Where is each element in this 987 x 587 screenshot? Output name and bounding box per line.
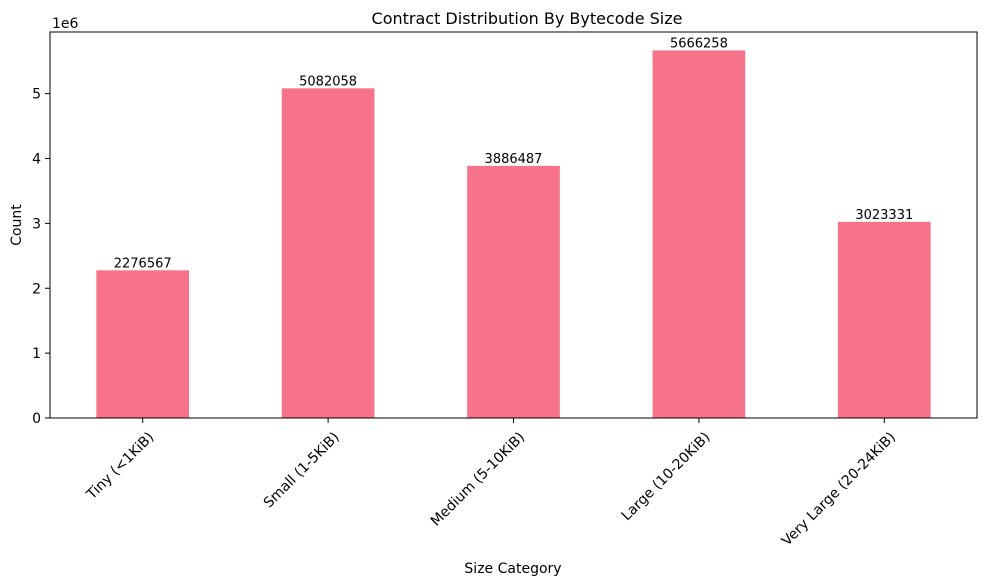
bar-value-label-4: 3023331 bbox=[855, 208, 913, 223]
bar-4 bbox=[837, 221, 931, 418]
x-tick-label-1: Small (1-5KiB) bbox=[261, 429, 343, 511]
bar-value-label-0: 2276567 bbox=[114, 256, 172, 271]
y-tick-label-0: 0 bbox=[32, 411, 41, 427]
bar-labels-group: 2276567 5082058 3886487 5666258 3023331 bbox=[114, 36, 914, 271]
bar-0 bbox=[96, 270, 190, 418]
bar-2 bbox=[467, 165, 560, 418]
bar-3 bbox=[652, 50, 746, 418]
x-tick-label-3: Large (10-20KiB) bbox=[619, 429, 714, 524]
y-tick-label-1: 1 bbox=[32, 346, 41, 362]
chart-title: Contract Distribution By Bytecode Size bbox=[372, 9, 683, 28]
bar-value-label-3: 5666258 bbox=[670, 36, 728, 51]
y-tick-label-2: 2 bbox=[32, 281, 41, 297]
bar-1 bbox=[281, 88, 375, 418]
x-tick-label-0: Tiny (<1KiB) bbox=[83, 429, 157, 503]
y-axis-ticks: 0 1 2 3 4 5 bbox=[32, 87, 50, 427]
y-tick-label-5: 5 bbox=[32, 87, 41, 103]
y-tick-label-4: 4 bbox=[32, 152, 41, 168]
x-axis-ticks: Tiny (<1KiB) Small (1-5KiB) Medium (5-10Ki… bbox=[83, 418, 899, 549]
bar-value-label-1: 5082058 bbox=[299, 74, 357, 89]
x-tick-label-4: Very Large (20-24KiB) bbox=[779, 429, 899, 549]
x-axis-label: Size Category bbox=[464, 561, 561, 577]
x-tick-label-2: Medium (5-10KiB) bbox=[428, 429, 528, 529]
y-axis-multiplier: 1e6 bbox=[52, 16, 79, 32]
y-tick-label-3: 3 bbox=[32, 216, 41, 232]
bars-group bbox=[96, 50, 931, 418]
y-axis-label: Count bbox=[9, 204, 25, 246]
bar-value-label-2: 3886487 bbox=[485, 152, 543, 167]
